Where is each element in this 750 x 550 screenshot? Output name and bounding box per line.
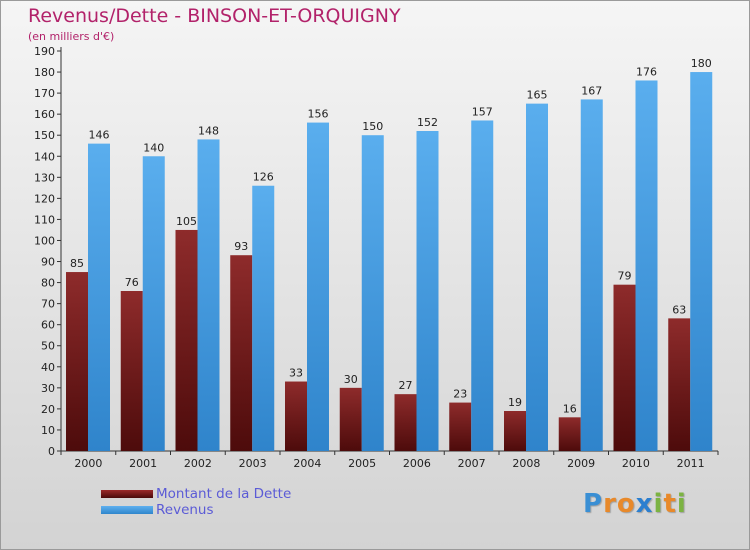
data-label-dette: 27 [399,379,413,392]
proxiti-logo: Proxiti [583,489,687,519]
data-label-dette: 63 [672,303,686,316]
bar-revenus [471,120,494,451]
y-tick-label: 170 [34,87,55,100]
x-tick-label: 2003 [239,457,267,470]
x-tick-label: 2005 [348,457,376,470]
logo-letter: o [616,489,636,519]
data-label-revenus: 146 [89,129,110,142]
bar-revenus [142,156,165,451]
bar-dette [339,387,362,451]
x-tick-label: 2011 [677,457,705,470]
data-label-revenus: 150 [362,120,383,133]
x-tick-label: 2006 [403,457,431,470]
y-tick-label: 0 [48,445,55,458]
legend-swatch-revenus [101,506,153,514]
y-tick-label: 70 [41,298,55,311]
logo-letter: P [583,489,604,519]
bar-revenus [361,135,384,452]
bar-dette [66,272,88,451]
bar-revenus [307,122,329,451]
data-label-revenus: 167 [581,84,602,97]
y-tick-label: 80 [41,277,55,290]
y-tick-label: 30 [41,382,55,395]
y-tick-label: 50 [41,340,55,353]
bar-dette [504,411,526,451]
bar-dette [613,284,636,451]
y-tick-label: 140 [34,150,55,163]
bar-revenus [416,131,439,451]
data-label-revenus: 180 [691,57,712,70]
data-label-revenus: 165 [527,89,548,102]
bar-revenus [197,139,220,451]
logo-letter: r [603,489,617,519]
y-tick-label: 20 [41,403,55,416]
y-tick-label: 60 [41,319,55,332]
data-label-dette: 105 [176,215,197,228]
bar-dette [175,229,198,451]
logo-letter: i [653,489,664,519]
x-tick-label: 2007 [458,457,486,470]
chart-subtitle: (en milliers d'€) [28,30,115,43]
bar-dette [668,318,691,451]
data-label-dette: 30 [344,373,358,386]
bar-revenus [635,80,658,451]
data-label-dette: 93 [234,240,248,253]
logo-letter: i [676,489,687,519]
bar-dette [285,381,307,451]
x-tick-label: 2009 [567,457,595,470]
y-tick-label: 150 [34,129,55,142]
legend-label-revenus: Revenus [156,502,214,518]
y-tick-label: 180 [34,66,55,79]
data-label-dette: 76 [125,276,139,289]
logo-letter: t [663,489,677,519]
data-label-revenus: 157 [472,105,493,118]
data-label-dette: 85 [70,257,84,270]
data-label-revenus: 148 [198,124,219,137]
bar-revenus [88,143,110,451]
bar-dette [230,255,253,451]
data-label-dette: 23 [453,388,467,401]
x-tick-label: 2004 [293,457,321,470]
y-tick-label: 100 [34,234,55,247]
bar-revenus [690,72,713,451]
y-tick-label: 90 [41,256,55,269]
x-tick-label: 2010 [622,457,650,470]
legend-swatch-dette [101,490,153,498]
data-label-revenus: 152 [417,116,438,129]
bar-dette [558,417,581,451]
bar-revenus [526,103,548,451]
chart-title: Revenus/Dette - BINSON-ET-ORQUIGNY [28,5,401,27]
logo-letter: x [635,489,654,519]
y-tick-label: 190 [34,45,55,58]
y-tick-label: 40 [41,361,55,374]
data-label-dette: 19 [508,396,522,409]
data-label-revenus: 176 [636,65,657,78]
bar-dette [394,394,417,451]
y-tick-label: 110 [34,213,55,226]
bar-dette [120,291,143,451]
x-tick-label: 2008 [512,457,540,470]
y-tick-label: 120 [34,192,55,205]
data-label-revenus: 126 [253,171,274,184]
x-tick-label: 2000 [74,457,102,470]
x-tick-label: 2002 [184,457,212,470]
data-label-dette: 16 [563,402,577,415]
x-tick-label: 2001 [129,457,157,470]
y-tick-label: 160 [34,108,55,121]
data-label-revenus: 140 [143,141,164,154]
data-label-dette: 33 [289,367,303,380]
y-tick-label: 10 [41,424,55,437]
legend-label-dette: Montant de la Dette [156,486,292,502]
bar-dette [449,402,472,451]
data-label-revenus: 156 [308,108,329,121]
bar-revenus [252,185,275,451]
bar-revenus [580,99,603,451]
y-tick-label: 130 [34,171,55,184]
data-label-dette: 79 [618,270,632,283]
